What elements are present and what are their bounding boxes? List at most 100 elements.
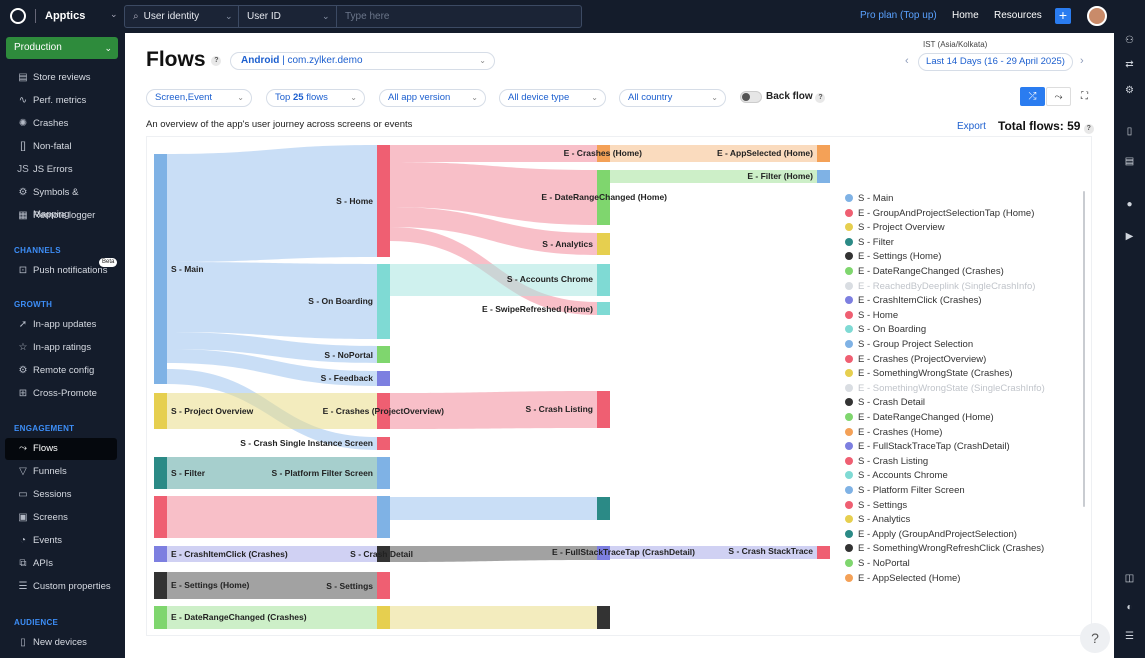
apple-icon[interactable]: ● bbox=[1126, 199, 1133, 210]
link-home-analytics[interactable] bbox=[390, 207, 597, 255]
app-selector[interactable]: Android | com.zylker.demo ⌄ bbox=[230, 52, 495, 70]
help-icon[interactable]: ? bbox=[1083, 124, 1094, 134]
node-home[interactable] bbox=[377, 145, 390, 257]
link-onboarding-accounts[interactable] bbox=[390, 264, 597, 296]
legend-item[interactable]: E - SomethingWrongState (SingleCrashInfo… bbox=[845, 383, 1045, 397]
sidebar-item-remote-config[interactable]: ⚙ Remote config bbox=[5, 360, 117, 382]
legend-item[interactable]: S - On Boarding bbox=[845, 324, 926, 338]
legend-item[interactable]: E - DateRangeChanged (Home) bbox=[845, 412, 994, 426]
country-filter[interactable]: All country ⌄ bbox=[619, 89, 726, 107]
sidebar-item-inapp-updates[interactable]: ➚ In-app updates bbox=[5, 314, 117, 336]
top-up-link[interactable]: Top up bbox=[903, 10, 934, 21]
sidebar-item-cross-promote[interactable]: ⊞ Cross-Promote bbox=[5, 383, 117, 405]
node-feedback[interactable] bbox=[377, 371, 390, 386]
node-crash-detail[interactable] bbox=[377, 546, 390, 562]
plan-link[interactable]: Pro plan (Top up) bbox=[860, 10, 937, 21]
help-icon[interactable]: ? bbox=[815, 93, 826, 103]
avatar[interactable] bbox=[1087, 6, 1107, 26]
node-apply[interactable] bbox=[597, 497, 610, 520]
chevron-down-icon[interactable]: ⌄ bbox=[225, 11, 233, 21]
link-crashes-crashlisting[interactable] bbox=[390, 391, 597, 429]
node-platform-filter[interactable] bbox=[377, 457, 390, 489]
legend-item[interactable]: S - Accounts Chrome bbox=[845, 470, 948, 484]
node-filter-home[interactable] bbox=[817, 170, 830, 183]
node-crash-single[interactable] bbox=[377, 437, 390, 450]
document-icon[interactable]: ▤ bbox=[1124, 156, 1135, 167]
link-filter-platform[interactable] bbox=[167, 457, 377, 489]
date-range-picker[interactable]: Last 14 Days (16 - 29 April 2025) bbox=[918, 53, 1073, 71]
legend-item[interactable]: E - SomethingWrongRefreshClick (Crashes) bbox=[845, 543, 1044, 557]
help-icon[interactable]: ? bbox=[211, 56, 222, 66]
users-icon[interactable]: ⚇ bbox=[1125, 35, 1134, 46]
sidebar-item-store-reviews[interactable]: ▤ Store reviews bbox=[5, 67, 117, 89]
sidebar-item-js-errors[interactable]: JS JS Errors bbox=[5, 159, 117, 181]
legend-scrollbar[interactable] bbox=[1083, 191, 1085, 507]
sidebar-item-symbols[interactable]: ⚙ Symbols & Mapping bbox=[5, 182, 117, 220]
chevron-down-icon[interactable]: ⌄ bbox=[110, 9, 118, 19]
legend-item[interactable]: S - Filter bbox=[845, 237, 894, 251]
legend-item[interactable]: S - Crash Detail bbox=[845, 397, 925, 411]
legend-item[interactable]: S - Crash Listing bbox=[845, 456, 928, 470]
play-store-icon[interactable]: ▶ bbox=[1125, 231, 1134, 242]
link-blue-block[interactable] bbox=[390, 497, 597, 520]
sidebar-item-flows[interactable]: ⤳ Flows bbox=[5, 438, 117, 460]
legend-item[interactable]: E - FullStackTraceTap (CrashDetail) bbox=[845, 441, 1010, 455]
sidebar-item-non-fatal[interactable]: [] Non-fatal bbox=[5, 136, 117, 158]
link-main-onboarding[interactable] bbox=[167, 262, 377, 339]
link-home-crashes[interactable] bbox=[390, 145, 597, 162]
link-main-home[interactable] bbox=[167, 145, 377, 262]
link-yellow-block[interactable] bbox=[390, 606, 597, 629]
node-fullstack[interactable] bbox=[597, 546, 610, 560]
sidebar-item-crashes[interactable]: ✺ Crashes bbox=[5, 113, 117, 135]
legend-item[interactable]: S - Platform Filter Screen bbox=[845, 485, 965, 499]
link-pink-block[interactable] bbox=[167, 496, 377, 538]
link-crashitem-crashdetail[interactable] bbox=[167, 546, 377, 562]
legend-item[interactable]: E - AppSelected (Home) bbox=[845, 573, 960, 587]
link-projectoverview-crashes[interactable] bbox=[167, 393, 377, 429]
sidebar-item-funnels[interactable]: ▽ Funnels bbox=[5, 461, 117, 483]
environment-selector[interactable]: Production ⌄ bbox=[6, 37, 118, 59]
node-group-selection-tap[interactable] bbox=[154, 496, 167, 538]
search-input[interactable]: Type here bbox=[345, 11, 390, 22]
node-analytics[interactable] bbox=[597, 233, 610, 255]
node-crash-listing[interactable] bbox=[597, 391, 610, 428]
nav-resources[interactable]: Resources bbox=[994, 10, 1042, 21]
sidebar-item-push[interactable]: ⊡ Push notifications Beta bbox=[5, 258, 118, 282]
node-on-boarding[interactable] bbox=[377, 264, 390, 339]
device-type-filter[interactable]: All device type ⌄ bbox=[499, 89, 606, 107]
node-daterange-crashes[interactable] bbox=[154, 606, 167, 629]
legend-item[interactable]: S - NoPortal bbox=[845, 558, 910, 572]
legend-item[interactable]: E - DateRangeChanged (Crashes) bbox=[845, 266, 1004, 280]
help-button[interactable]: ? bbox=[1080, 623, 1110, 653]
link-main-noportal[interactable] bbox=[167, 332, 377, 363]
legend-item[interactable]: S - Project Overview bbox=[845, 222, 945, 236]
theme-icon[interactable]: ◐ bbox=[1126, 602, 1133, 613]
add-button[interactable]: + bbox=[1055, 8, 1071, 24]
node-project-overview[interactable] bbox=[154, 393, 167, 429]
legend-item[interactable]: S - Group Project Selection bbox=[845, 339, 973, 353]
legend-item[interactable]: E - Crashes (ProjectOverview) bbox=[845, 354, 986, 368]
nav-home[interactable]: Home bbox=[952, 10, 979, 21]
legend-item[interactable]: S - Settings bbox=[845, 500, 907, 514]
node-settings-home[interactable] bbox=[154, 572, 167, 599]
search-filter-identity[interactable]: ⌕ User identity bbox=[133, 6, 239, 27]
legend-item[interactable]: E - Apply (GroupAndProjectSelection) bbox=[845, 529, 1017, 543]
sidebar-item-sessions[interactable]: ▭ Sessions bbox=[5, 484, 117, 506]
top-flows-filter[interactable]: Top 25 flows ⌄ bbox=[266, 89, 365, 107]
device-icon[interactable]: ▯ bbox=[1126, 126, 1133, 137]
link-fullstack-stacktrace[interactable] bbox=[610, 546, 817, 559]
sidebar-item-apis[interactable]: ⧉ APIs bbox=[5, 553, 117, 575]
link-daterange-next[interactable] bbox=[167, 606, 377, 629]
legend-item[interactable]: E - Crashes (Home) bbox=[845, 427, 942, 441]
legend-item[interactable]: E - GroupAndProjectSelectionTap (Home) bbox=[845, 208, 1034, 222]
link-main-feedback[interactable] bbox=[167, 349, 377, 386]
legend-item[interactable]: E - CrashItemClick (Crashes) bbox=[845, 295, 982, 309]
node-swipe-refreshed[interactable] bbox=[597, 302, 610, 315]
node-crashes-projectoverview[interactable] bbox=[377, 393, 390, 429]
tree-view-button[interactable]: ⤳ bbox=[1046, 87, 1071, 106]
node-group-project-selection[interactable] bbox=[377, 496, 390, 538]
node-crashes-home[interactable] bbox=[597, 145, 610, 162]
sidebar-item-inapp-ratings[interactable]: ☆ In-app ratings bbox=[5, 337, 117, 359]
menu-icon[interactable]: ☰ bbox=[1125, 631, 1134, 642]
transfer-icon[interactable]: ⇄ bbox=[1125, 59, 1134, 70]
